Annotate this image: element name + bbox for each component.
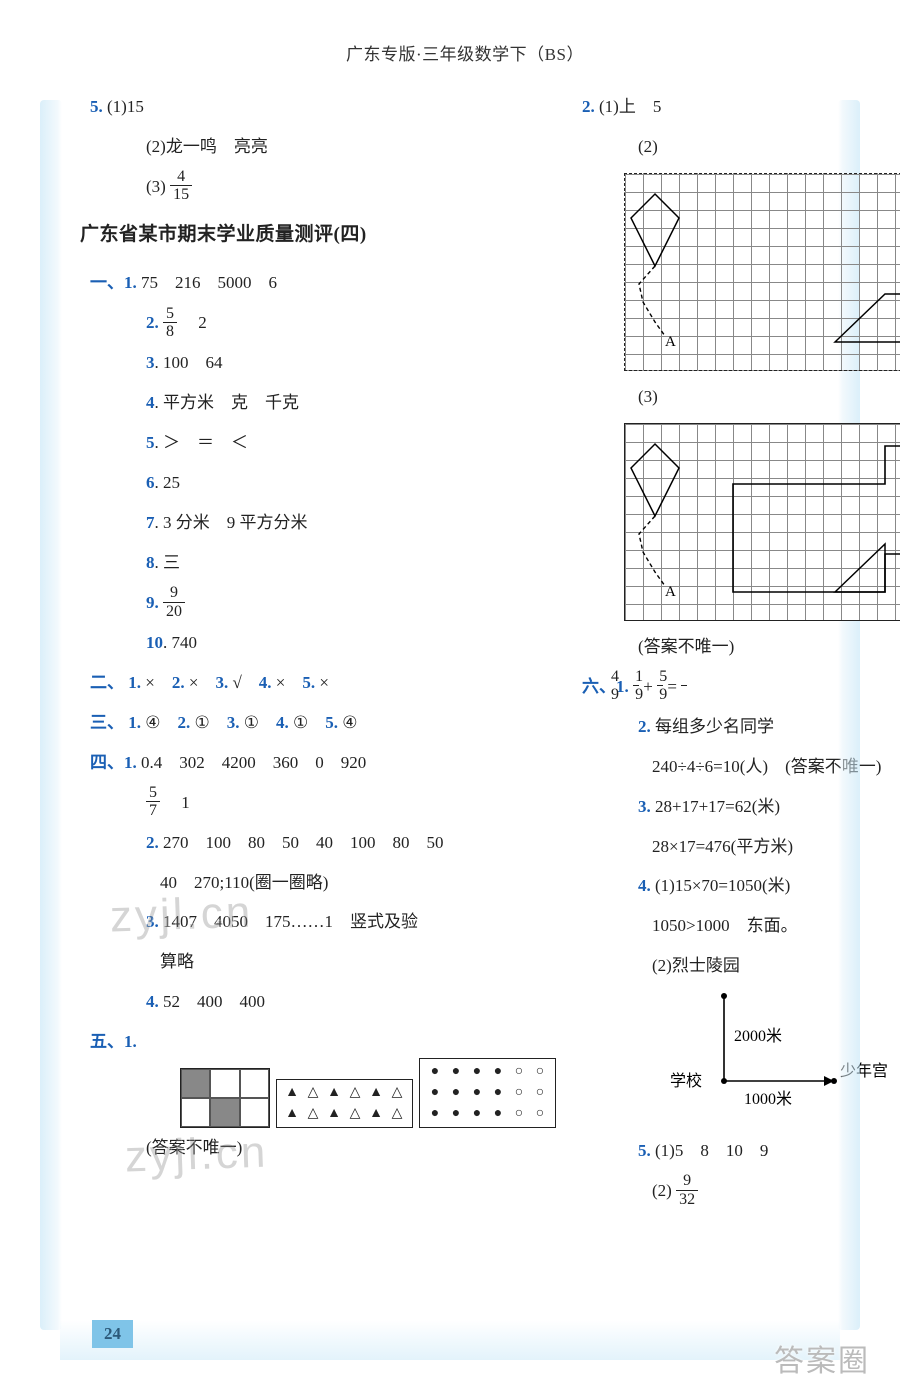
grid-3x2 (180, 1068, 270, 1128)
left-edge-decor (40, 100, 62, 1330)
bottom-glow-decor (60, 1320, 840, 1360)
s2-row: 二、 1. × 2. × 3. √ 4. × 5. × (90, 663, 556, 703)
s1-a8: 8. 三 (90, 543, 556, 583)
q5-p3-frac: 4 15 (170, 168, 192, 204)
s5-row: 五、1. (90, 1022, 556, 1062)
corner-stamp: 答案圈 (774, 1336, 870, 1380)
s1-a6: 6. 25 (90, 463, 556, 503)
fig2-dash-left (639, 516, 665, 586)
s6-frac-c: 5 9 (681, 668, 687, 704)
frac-den: 8 (163, 323, 177, 340)
fig1-svg: A B (625, 174, 900, 372)
frac-num: 4 (170, 168, 192, 186)
s1-a7: 7. 3 分米 9 平方分米 (90, 503, 556, 543)
s1-a2-tail: 2 (181, 313, 207, 332)
s4-r1-text: 0.4 302 4200 360 0 920 (141, 753, 366, 772)
frac-num: 5 (163, 305, 177, 323)
fig1-label-a: A (665, 334, 676, 350)
s6-a5b-frac: 9 32 (676, 1172, 698, 1208)
s4-r1b-tail: 1 (164, 793, 190, 812)
s6-a2-lead: 2. (638, 717, 651, 736)
s1-a9-lead: 9. (146, 593, 159, 612)
s3-lead: 三、 (90, 713, 124, 732)
fig1-kite (631, 194, 679, 266)
q5-number: 5. (90, 97, 103, 116)
column-left: 5. (1)15 (2)龙一鸣 亮亮 (3) 4 15 广东省某市期末学业质量测… (90, 87, 556, 1211)
fig2-svg: A B (625, 424, 900, 622)
s1-lead: 一、1. (90, 273, 137, 292)
frac-den: 15 (170, 186, 192, 203)
s1-a2: 2. 5 8 2 (90, 303, 556, 343)
s1-a5: 5. ＞ ＝ ＜ (90, 423, 556, 463)
grid-figure-1: A B (624, 173, 900, 371)
s4-r4: 4. 52 400 400 (90, 982, 556, 1022)
equals-sign: = (667, 677, 677, 696)
s5-lead: 五、1. (90, 1032, 137, 1051)
s4-r3b: 算略 (90, 942, 556, 982)
s6-a5b-lead: (2) (652, 1181, 672, 1200)
q5-p3: (3) 4 15 (90, 167, 556, 207)
frac-num: 9 (676, 1172, 698, 1190)
q5-p3-pre: (3) (146, 177, 166, 196)
fig1-trapezoid-left (835, 294, 900, 342)
dot-grid: ●●●●○○ ●●●●○○ ●●●●○○ (419, 1058, 556, 1128)
s4-r1b-frac: 5 7 (146, 784, 160, 820)
s1-a4: 4. 平方米 克 千克 (90, 383, 556, 423)
map-dist-h: 1000米 (744, 1090, 792, 1108)
s2-lead: 二、 (90, 673, 124, 692)
s1-a10: 10. 740 (90, 623, 556, 663)
s4-lead: 四、1. (90, 753, 137, 772)
page-number: 24 (92, 1320, 133, 1348)
s1-a2-lead: 2. (146, 313, 159, 332)
r-q2-p1-text: (1)上 5 (599, 97, 661, 116)
r-q2-num: 2. (582, 97, 595, 116)
frac-den: 9 (681, 686, 687, 703)
q5-p2: (2)龙一鸣 亮亮 (90, 127, 556, 167)
triangle-grid: ▲△▲△▲△ ▲△▲△▲△ (276, 1079, 413, 1128)
page-root: 广东专版·三年级数学下（BS） 5. (1)15 (2)龙一鸣 亮亮 (3) 4… (0, 0, 900, 1390)
plus-sign: + (643, 677, 653, 696)
shapes-row: ▲△▲△▲△ ▲△▲△▲△ ●●●●○○ ●●●●○○ ●●●●○○ (90, 1058, 556, 1128)
frac-num: 5 (681, 668, 687, 686)
frac-den: 20 (163, 603, 185, 620)
s6-lead: 六、1. (582, 677, 629, 696)
fig2-big-outline (733, 446, 900, 592)
s1-a9: 9. 9 20 (90, 583, 556, 623)
map-school: 学校 (670, 1072, 702, 1090)
frac-num: 9 (163, 584, 185, 602)
page-header: 广东专版·三年级数学下（BS） (90, 40, 840, 65)
fig2-label-a: A (665, 584, 676, 600)
s4-r1: 四、1. 0.4 302 4200 360 0 920 (90, 743, 556, 783)
s1-a1-text: 75 216 5000 6 (141, 273, 277, 292)
q5-p1-text: (1)15 (107, 97, 144, 116)
s4-r3a: 3. 1407 4050 175……1 竖式及验 (90, 902, 556, 942)
fig2-kite (631, 444, 679, 516)
exam-title-4: 广东省某市期末学业质量测评(四) (80, 213, 556, 258)
s5-note: (答案不唯一) (90, 1128, 556, 1168)
fig1-dash-left (639, 266, 665, 336)
s1-a3: 3. 100 64 (90, 343, 556, 383)
map-dist-v: 2000米 (734, 1027, 782, 1045)
s6-a2-title-text: 每组多少名同学 (655, 717, 774, 736)
grid-figure-2: A B (624, 423, 900, 621)
frac-den: 32 (676, 1191, 698, 1208)
fig2-triangle (835, 544, 885, 592)
frac-num: 5 (146, 784, 160, 802)
s4-r2b: 40 270;110(圈一圈略) (90, 863, 556, 903)
s1-a1: 一、1. 75 216 5000 6 (90, 263, 556, 303)
frac-den: 7 (146, 802, 160, 819)
content-columns: 5. (1)15 (2)龙一鸣 亮亮 (3) 4 15 广东省某市期末学业质量测… (90, 87, 840, 1211)
s1-a9-frac: 9 20 (163, 584, 185, 620)
s4-r1b: 5 7 1 (90, 783, 556, 823)
q5-p1: 5. (1)15 (90, 87, 556, 127)
s1-a2-frac: 5 8 (163, 305, 177, 341)
s3-row: 三、 1. ④ 2. ① 3. ① 4. ① 5. ④ (90, 703, 556, 743)
s4-r2a: 2. 270 100 80 50 40 100 80 50 (90, 823, 556, 863)
